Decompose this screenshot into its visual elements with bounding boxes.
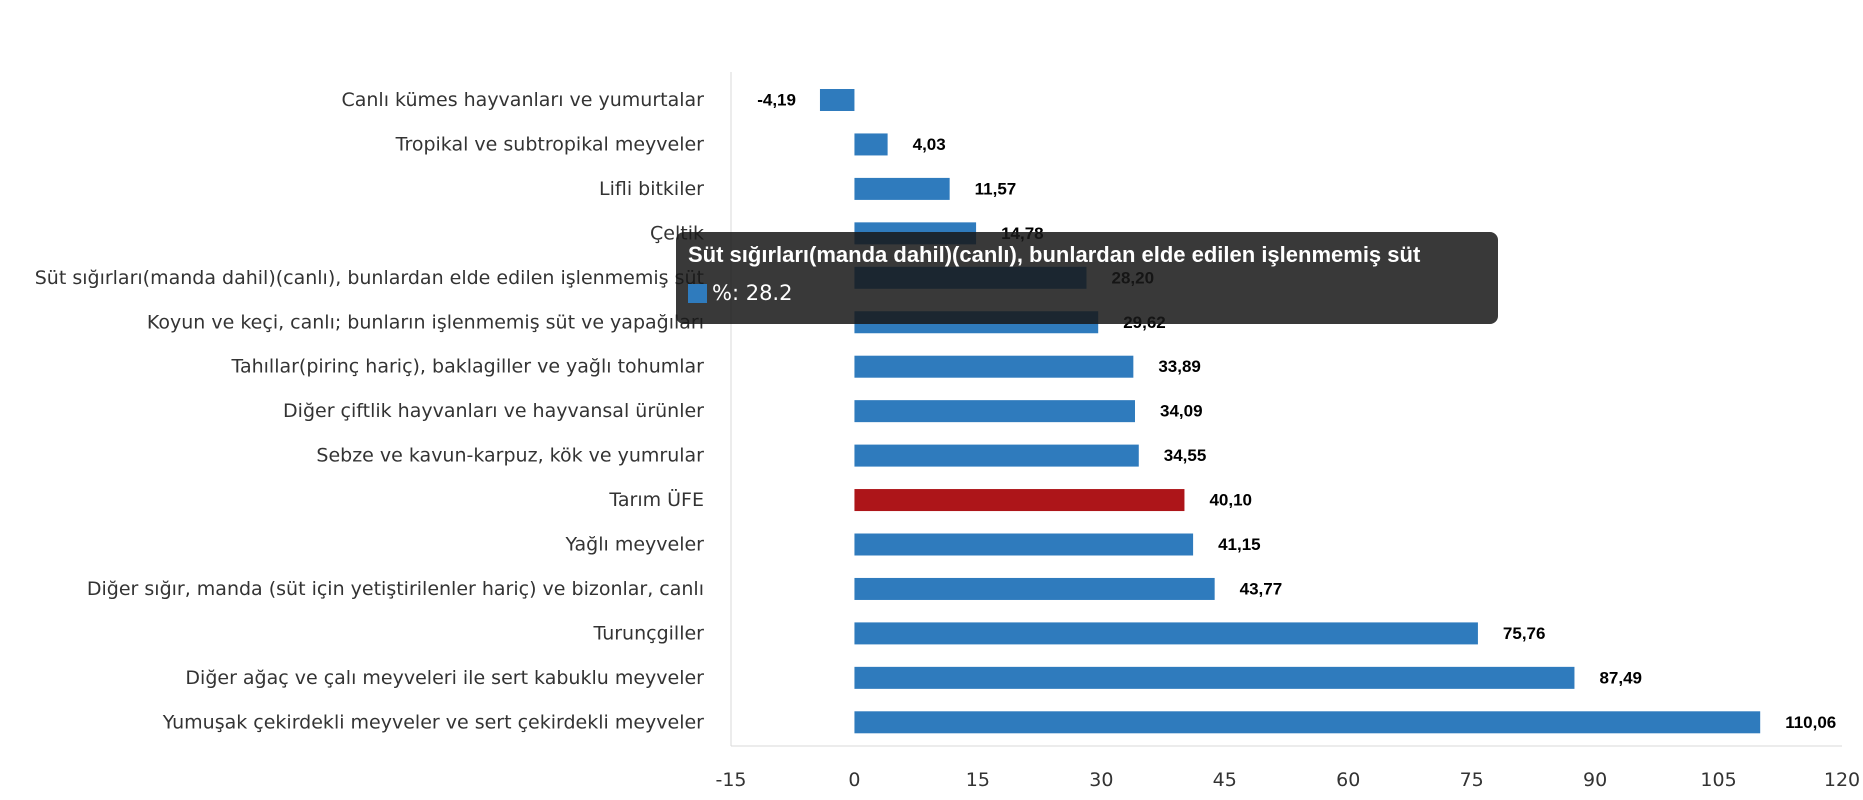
bar[interactable]: [854, 533, 1194, 556]
x-tick-label: 15: [966, 769, 990, 791]
x-tick-label: 45: [1213, 769, 1237, 791]
bar[interactable]: [854, 400, 1135, 423]
tooltip-value: %: 28.2: [712, 281, 793, 305]
tooltip: Süt sığırları(manda dahil)(canlı), bunla…: [676, 232, 1498, 324]
category-label: Yağlı meyveler: [565, 534, 705, 556]
tooltip-title: Süt sığırları(manda dahil)(canlı), bunla…: [688, 242, 1421, 267]
value-label: 40,10: [1209, 491, 1252, 510]
x-tick-label: 105: [1700, 769, 1736, 791]
bar[interactable]: [854, 489, 1185, 512]
value-label: -4,19: [757, 91, 796, 110]
tooltip-swatch-icon: [688, 283, 707, 303]
value-label: 75,76: [1503, 624, 1546, 643]
value-label: 110,06: [1785, 713, 1836, 732]
value-label: 4,03: [913, 135, 946, 154]
category-label: Lifli bitkiler: [599, 178, 704, 200]
category-label: Diğer ağaç ve çalı meyveleri ile sert ka…: [185, 667, 704, 689]
bars-layer: [819, 89, 1761, 734]
category-label: Tropikal ve subtropikal meyveler: [395, 133, 705, 155]
bar[interactable]: [854, 177, 950, 200]
bar[interactable]: [819, 89, 855, 111]
value-label: 34,09: [1160, 402, 1203, 421]
x-axis: -15 0 15 30 45 60 75 90 105 120: [715, 72, 1860, 791]
x-tick-label: 60: [1336, 769, 1360, 791]
bar[interactable]: [854, 622, 1478, 645]
category-label: Sebze ve kavun-karpuz, kök ve yumrular: [316, 445, 704, 467]
bar[interactable]: [854, 577, 1215, 600]
x-tick-label: 0: [848, 769, 860, 791]
x-tick-label: -15: [715, 769, 746, 791]
x-tick-label: 120: [1824, 769, 1860, 791]
bar[interactable]: [854, 355, 1134, 378]
value-label: 33,89: [1158, 357, 1201, 376]
value-label: 41,15: [1218, 535, 1261, 554]
value-label: 43,77: [1240, 579, 1283, 598]
category-label: Tarım ÜFE: [608, 488, 704, 511]
value-label: 11,57: [975, 179, 1017, 198]
category-label: Koyun ve keçi, canlı; bunların işlenmemi…: [147, 311, 704, 333]
bar[interactable]: [854, 711, 1761, 734]
x-tick-label: 75: [1460, 769, 1484, 791]
bar[interactable]: [854, 444, 1139, 467]
category-label: Süt sığırları(manda dahil)(canlı), bunla…: [35, 267, 704, 289]
category-label: Turunçgiller: [592, 622, 704, 644]
category-label: Yumuşak çekirdekli meyveler ve sert çeki…: [162, 711, 704, 733]
category-label: Canlı kümes hayvanları ve yumurtalar: [341, 89, 704, 111]
category-label: Diğer çiftlik hayvanları ve hayvansal ür…: [283, 400, 704, 422]
bar[interactable]: [854, 133, 888, 156]
category-labels: Canlı kümes hayvanları ve yumurtalar Trop…: [35, 89, 704, 733]
x-tick-label: 90: [1583, 769, 1607, 791]
value-label: 87,49: [1599, 668, 1642, 687]
category-label: Tahıllar(pirinç hariç), baklagiller ve y…: [230, 356, 704, 378]
bar[interactable]: [854, 666, 1575, 689]
x-tick-label: 30: [1089, 769, 1113, 791]
value-label: 34,55: [1164, 446, 1207, 465]
category-label: Diğer sığır, manda (süt için yetiştirile…: [87, 578, 704, 600]
tooltip-row: %: 28.2: [688, 280, 1486, 306]
